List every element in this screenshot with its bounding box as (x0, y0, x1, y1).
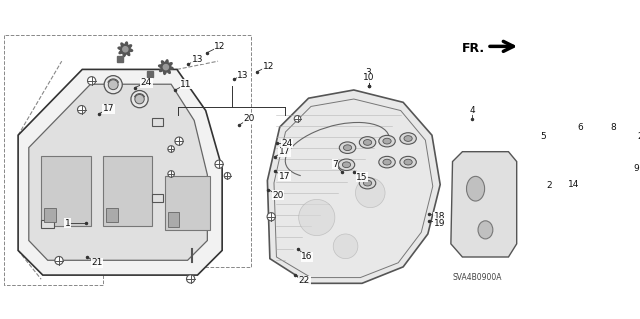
Circle shape (163, 64, 168, 70)
Text: 20: 20 (273, 191, 284, 200)
Ellipse shape (344, 145, 351, 151)
Circle shape (77, 106, 86, 114)
Text: 17: 17 (103, 104, 115, 113)
Text: 22: 22 (299, 276, 310, 286)
Circle shape (135, 94, 144, 104)
Circle shape (123, 47, 128, 52)
Bar (103, 156, 152, 226)
Circle shape (175, 137, 183, 145)
Circle shape (104, 76, 122, 94)
Bar (164, 176, 210, 230)
Text: 5: 5 (540, 132, 546, 141)
Text: FR.: FR. (462, 41, 485, 55)
Polygon shape (451, 152, 516, 257)
Polygon shape (18, 70, 222, 275)
Circle shape (186, 275, 195, 283)
Circle shape (294, 115, 301, 122)
Text: 21: 21 (92, 258, 103, 267)
Ellipse shape (359, 177, 376, 189)
Circle shape (131, 91, 148, 108)
Circle shape (299, 199, 335, 236)
Circle shape (215, 160, 223, 168)
Circle shape (168, 146, 175, 152)
Bar (168, 212, 179, 226)
Ellipse shape (404, 159, 412, 165)
Text: 23: 23 (637, 132, 640, 141)
Circle shape (355, 178, 385, 208)
Text: 9: 9 (633, 164, 639, 173)
Ellipse shape (478, 221, 493, 239)
Ellipse shape (383, 138, 391, 144)
Text: 7: 7 (332, 160, 338, 168)
Circle shape (333, 234, 358, 259)
Text: 13: 13 (237, 71, 248, 80)
Bar (41, 156, 90, 226)
Text: 18: 18 (434, 212, 445, 221)
Ellipse shape (467, 176, 484, 201)
Text: SVA4B0900A: SVA4B0900A (452, 273, 502, 282)
Bar (41, 220, 54, 228)
Text: 24: 24 (141, 78, 152, 87)
Text: 17: 17 (279, 147, 291, 156)
Text: 8: 8 (610, 122, 616, 131)
Text: 1: 1 (65, 219, 70, 228)
Text: 6: 6 (577, 122, 583, 131)
Ellipse shape (383, 159, 391, 165)
Polygon shape (118, 42, 132, 56)
Text: 13: 13 (192, 55, 204, 64)
Circle shape (168, 171, 175, 177)
Text: 10: 10 (363, 73, 374, 82)
Bar (44, 208, 56, 222)
Circle shape (55, 256, 63, 265)
Ellipse shape (400, 156, 417, 168)
Ellipse shape (339, 159, 355, 171)
Ellipse shape (339, 142, 356, 153)
Polygon shape (29, 84, 207, 260)
Circle shape (108, 80, 118, 90)
Ellipse shape (404, 136, 412, 141)
Circle shape (224, 173, 231, 179)
Text: 17: 17 (279, 172, 291, 181)
Text: 20: 20 (244, 114, 255, 123)
Text: 15: 15 (356, 173, 368, 182)
Polygon shape (159, 60, 173, 74)
Circle shape (88, 77, 96, 85)
Ellipse shape (364, 180, 372, 186)
Bar (152, 117, 163, 126)
Bar (106, 208, 118, 222)
Ellipse shape (379, 156, 396, 168)
Ellipse shape (342, 162, 351, 167)
Text: 12: 12 (262, 62, 274, 70)
Text: 3: 3 (365, 68, 371, 77)
Ellipse shape (359, 137, 376, 148)
Text: 14: 14 (568, 180, 579, 189)
Text: 4: 4 (470, 106, 475, 115)
Ellipse shape (379, 135, 396, 147)
Text: 11: 11 (180, 80, 192, 89)
Text: 19: 19 (434, 219, 445, 228)
Polygon shape (268, 90, 440, 283)
Ellipse shape (364, 139, 372, 145)
Text: 12: 12 (214, 42, 225, 51)
Text: 24: 24 (282, 139, 292, 148)
Bar (152, 194, 163, 202)
Ellipse shape (400, 133, 417, 144)
Text: 16: 16 (301, 253, 313, 262)
Circle shape (267, 212, 275, 221)
Text: 2: 2 (547, 181, 552, 190)
